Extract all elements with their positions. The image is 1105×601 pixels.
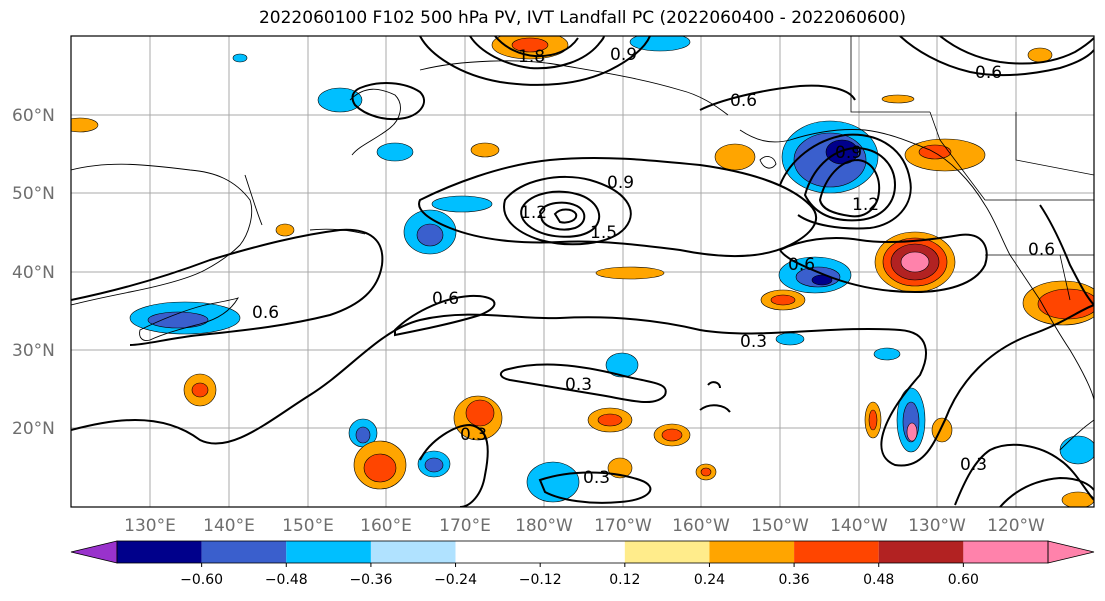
colorbar-tick-label: −0.12 xyxy=(519,572,562,588)
map-title: 2022060100 F102 500 hPa PV, IVT Landfall… xyxy=(258,8,906,28)
colorbar-tick-label: 0.12 xyxy=(609,572,640,588)
contour-label: 1.5 xyxy=(590,223,617,243)
colorbar-tick-label: −0.48 xyxy=(265,572,308,588)
contour-label: 0.6 xyxy=(1028,240,1055,260)
pv-contours xyxy=(71,36,1094,507)
contour-label: 0.3 xyxy=(565,375,592,395)
contour-label: 0.9 xyxy=(835,143,862,163)
contour-label: 0.9 xyxy=(610,45,637,65)
colorbar-cell xyxy=(370,541,456,563)
contour-label: 0.3 xyxy=(583,468,610,488)
colorbar-tick-label: 0.60 xyxy=(948,572,979,588)
colorbar-cell xyxy=(624,541,710,563)
colorbar-cell xyxy=(878,541,964,563)
colorbar-tick-label: −0.60 xyxy=(180,572,223,588)
contour-label: 0.6 xyxy=(432,289,459,309)
colorbar-tick-label: 0.36 xyxy=(779,572,810,588)
colorbar-cell xyxy=(286,541,371,563)
lon-label: 140°W xyxy=(830,516,888,536)
lon-label: 160°W xyxy=(672,516,730,536)
colorbar-cell xyxy=(963,541,1048,563)
lon-label: 150°W xyxy=(751,516,809,536)
colorbar-cell xyxy=(709,541,795,563)
lat-label: 40°N xyxy=(12,263,55,283)
gridlines xyxy=(71,36,1094,507)
colorbar: −0.60 −0.48 −0.36 −0.24 −0.12 0.12 0.24 0.36 0.4… xyxy=(70,540,1095,588)
contour-label: 1.2 xyxy=(520,203,547,223)
coastlines xyxy=(71,60,1094,451)
lon-label: 120°W xyxy=(987,516,1045,536)
colorbar-tick-label: −0.36 xyxy=(349,572,392,588)
lon-label: 180°W xyxy=(515,516,573,536)
colorbar-cell xyxy=(540,541,625,563)
colorbar-cell xyxy=(201,541,287,563)
contour-label: 1.2 xyxy=(852,195,879,215)
contour-label: 0.9 xyxy=(607,173,634,193)
contour-label: 0.3 xyxy=(460,425,487,445)
lat-label: 50°N xyxy=(12,184,55,204)
lat-label: 20°N xyxy=(12,419,55,439)
contour-label: 0.3 xyxy=(740,332,767,352)
colorbar-cell xyxy=(794,541,879,563)
contour-labels: 0.6 0.6 0.9 1.2 1.5 0.9 1.2 0.6 0.3 0.3 … xyxy=(252,45,1055,488)
lat-label: 60°N xyxy=(12,106,55,126)
contour-label: 0.6 xyxy=(252,303,279,323)
longitude-labels: 130°E 140°E 150°E 160°E 170°E 180°W 170°… xyxy=(124,516,1045,536)
contour-label: 0.6 xyxy=(730,91,757,111)
lon-label: 150°E xyxy=(282,516,334,536)
lon-label: 140°E xyxy=(203,516,255,536)
contour-label: 1.8 xyxy=(518,47,545,67)
lon-label: 170°E xyxy=(439,516,491,536)
colorbar-tick-label: −0.24 xyxy=(434,572,477,588)
contour-label: 0.3 xyxy=(960,455,987,475)
latitude-labels: 60°N 50°N 40°N 30°N 20°N xyxy=(12,106,55,439)
colorbar-cell xyxy=(455,541,541,563)
colorbar-tick-label: 0.24 xyxy=(694,572,725,588)
colorbar-extend-left xyxy=(70,540,118,564)
lon-label: 130°W xyxy=(908,516,966,536)
contour-label: 0.6 xyxy=(975,63,1002,83)
lon-label: 160°E xyxy=(360,516,412,536)
colorbar-cell xyxy=(117,541,202,563)
colorbar-tick-label: 0.48 xyxy=(863,572,894,588)
ivt-anomaly-fill xyxy=(71,36,1094,507)
lon-label: 130°E xyxy=(124,516,176,536)
lon-label: 170°W xyxy=(594,516,652,536)
political-boundaries xyxy=(850,36,1094,301)
colorbar-extend-right xyxy=(1047,540,1095,564)
lat-label: 30°N xyxy=(12,341,55,361)
map-panel xyxy=(70,35,1095,508)
contour-label: 0.6 xyxy=(788,255,815,275)
